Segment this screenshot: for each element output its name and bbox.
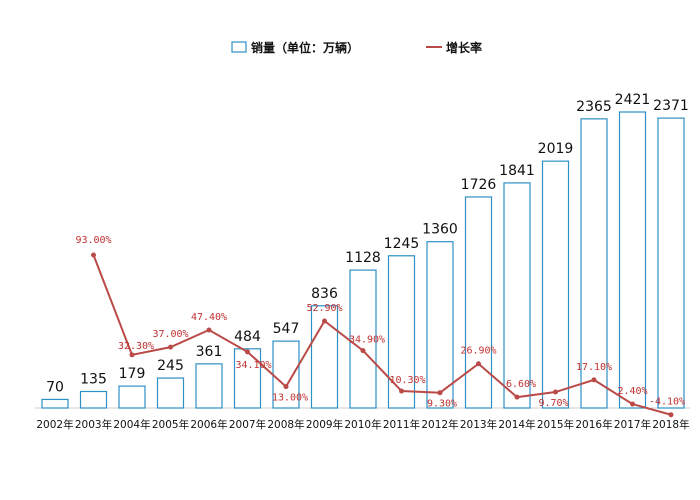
growth-rate-point [476,361,481,367]
growth-rate-point [322,318,327,324]
bar-2005年 [156,377,185,409]
bar-value-label: 1360 [422,222,458,238]
bar-value-label: 2371 [653,98,689,114]
bar-value-label: 547 [273,321,300,337]
bar-2010年 [349,269,377,409]
x-tick-label: 2016年 [575,418,612,431]
bar-value-label: 836 [311,286,338,302]
bar-2003年 [79,390,108,409]
legend-growth-label: 增长率 [446,40,482,55]
bar-value-label: 1841 [499,163,535,179]
bar-2004年 [118,385,146,409]
growth-rate-label: 26.90% [460,346,496,357]
bar-value-label: 2421 [615,92,651,108]
growth-rate-label: 32.30% [118,341,154,352]
x-tick-label: 2009年 [306,418,343,431]
growth-rate-labels: 93.00% 32.30%37.00%47.40% 34.10% 13.00% 52.9… [75,235,685,410]
legend-bar-swatch [231,41,247,53]
growth-rate-label: 9.70% [538,398,568,409]
x-tick-label: 2013年 [460,418,497,431]
growth-rate-label: 34.10% [235,360,271,371]
growth-rate-point [91,252,96,258]
bar-2018年 [657,117,685,409]
growth-rate-label: 47.40% [191,312,227,323]
growth-rate-point [399,388,404,394]
bar-2012年 [426,241,454,409]
bar-value-label: 1128 [345,250,381,266]
growth-rate-point [514,394,520,400]
growth-rate-point [668,412,674,418]
x-tick-label: 2004年 [113,418,150,431]
growth-rate-point [360,348,366,354]
growth-rate-label: 10.30% [389,375,425,386]
bar-2014年 [503,182,531,409]
x-tick-label: 2017年 [614,418,651,431]
growth-rate-point [129,352,135,358]
bar-value-label: 1245 [384,236,420,252]
x-tick-label: 2008年 [267,418,304,431]
growth-rate-label: 34.90% [349,335,385,346]
bar-value-label: 1726 [461,177,497,193]
x-tick-label: 2011年 [383,418,420,431]
x-tick-label: 2006年 [190,418,227,431]
x-tick-label: 2015年 [537,418,574,431]
bar-2015年 [541,160,570,409]
legend: 销量（单位：万辆） 增长率 [231,40,482,55]
growth-rate-label: 17.10% [576,362,612,373]
bar-2007年 [233,348,262,409]
growth-rate-point [283,384,289,390]
x-tick-label: 2010年 [344,418,381,431]
growth-rate-point [206,327,212,333]
x-tick-label: 2003年 [75,418,112,431]
x-tick-label: 2014年 [498,418,535,431]
growth-rate-line [92,254,672,416]
bar-value-label: 245 [157,358,184,374]
growth-rate-point [591,377,597,383]
bar-value-label: 70 [46,379,64,395]
x-tick-labels: 2002年 2003年 2004年 2005年 2006年 2007年 2008年 2009年… [36,418,689,431]
growth-rate-label: 52.90% [306,303,342,314]
growth-rate-point [168,344,173,350]
bar-value-label: 2365 [576,99,612,115]
growth-rate-label: 13.00% [272,393,308,404]
x-tick-label: 2012年 [421,418,458,431]
bar-value-label: 135 [80,371,107,387]
x-tick-label: 2005年 [152,418,189,431]
x-tick-label: 2018年 [652,418,689,431]
growth-rate-label: 37.00% [152,329,188,340]
growth-rate-label: 2.40% [617,386,647,397]
growth-rate-point [553,389,558,395]
growth-rate-series [91,252,674,418]
bar-2016年 [580,118,608,409]
growth-rate-label: 93.00% [75,235,111,246]
growth-rate-point [630,401,635,407]
bar-2013年 [464,196,493,409]
x-tick-label: 2002年 [36,418,73,431]
bar-value-label: 2019 [538,141,574,157]
bar-value-label: 484 [234,329,261,345]
growth-rate-point [437,390,443,396]
bar-2006年 [195,363,223,409]
legend-sales-label: 销量（单位：万辆） [251,40,359,55]
bar-2008年 [272,340,300,409]
bar-value-label: 179 [119,366,146,382]
growth-rate-label: 9.30% [427,399,457,410]
growth-rate-point [245,349,250,355]
growth-rate-label: -4.10% [649,397,685,408]
bar-value-label: 361 [196,344,223,360]
x-tick-label: 2007年 [229,418,266,431]
growth-rate-label: 6.60% [506,379,536,390]
bar-2002年 [41,398,69,409]
bar-series [41,111,685,409]
bar-2017年 [618,111,647,409]
